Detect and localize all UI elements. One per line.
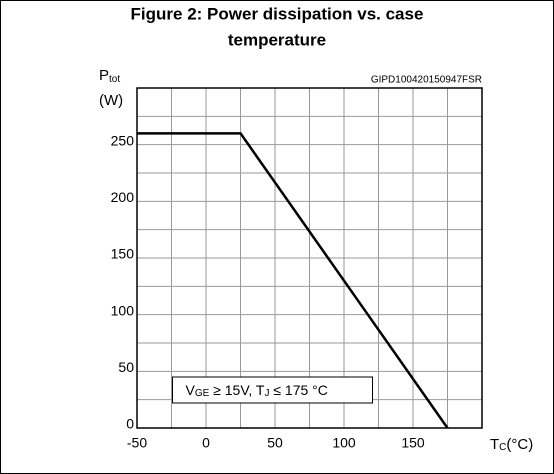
annotation-sub: J	[264, 388, 269, 399]
x-tick-label: 50	[267, 435, 283, 451]
annotation-box	[172, 376, 373, 404]
line	[137, 132, 449, 429]
x-tick-label: 0	[202, 435, 210, 451]
x-axis-label-sub: C	[499, 442, 506, 453]
x-tick-label: 150	[401, 435, 425, 451]
chart-title: Figure 2: Power dissipation vs. case	[131, 4, 424, 23]
annotation: VGE ≥ 15V, TJ ≤ 175 °C	[186, 382, 328, 399]
figure-code: GIPD100420150947FSR	[371, 75, 482, 86]
annotation-sub: GE	[195, 388, 210, 399]
y-axis-label-sub: tot	[109, 74, 120, 85]
annotation-text: ≥ 15V, T	[209, 382, 265, 398]
x-axis-label-main: T	[490, 436, 499, 453]
y-tick-label: 100	[111, 302, 135, 318]
annotation-text: V	[186, 382, 196, 398]
y-tick-label: 0	[126, 416, 134, 432]
annotation-text: ≤ 175 °C	[269, 382, 327, 398]
x-tick-label: 100	[332, 435, 356, 451]
y-axis-label-main: P	[99, 67, 109, 84]
y-tick-label: 200	[111, 189, 135, 205]
x-axis-label: TC(°C)	[490, 436, 533, 453]
y-tick-label: 50	[118, 359, 134, 375]
y-tick-label: 250	[111, 132, 135, 148]
x-axis-unit: (°C)	[506, 436, 533, 453]
plot-border	[136, 87, 483, 429]
y-axis-unit: (W)	[99, 92, 123, 109]
y-axis-label: Ptot	[99, 67, 120, 85]
y-tick-label: 150	[111, 246, 135, 262]
chart-title: temperature	[228, 30, 326, 49]
x-tick-label: -50	[127, 435, 147, 451]
